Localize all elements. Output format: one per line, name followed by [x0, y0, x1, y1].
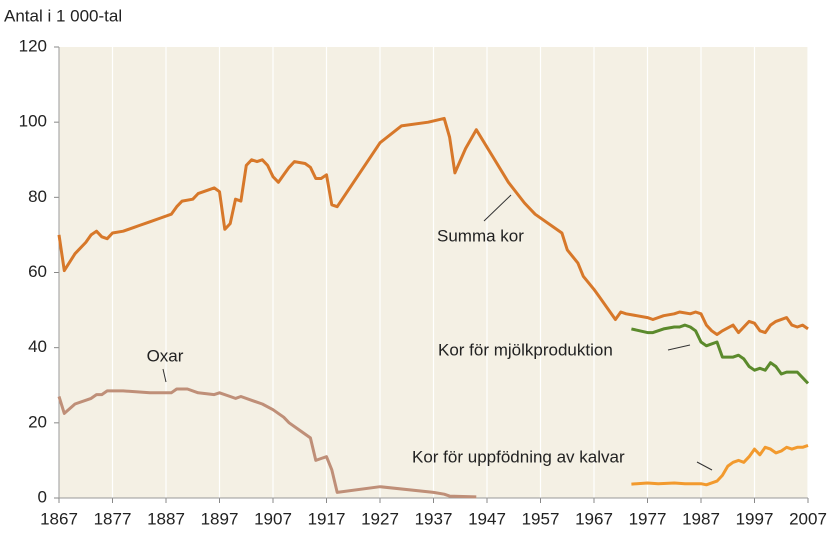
label-leader	[483, 194, 512, 222]
y-tick-label: 80	[28, 187, 47, 206]
y-tick-label: 100	[19, 112, 47, 131]
x-tick-label: 1947	[468, 509, 506, 528]
y-tick-label: 20	[28, 412, 47, 431]
x-tick-label: 1917	[308, 509, 346, 528]
x-tick-label: 1907	[254, 509, 292, 528]
y-axis-label: Antal i 1 000-tal	[4, 6, 122, 25]
series-label: Summa kor	[437, 226, 524, 245]
x-tick-label: 1937	[415, 509, 453, 528]
y-tick-label: 40	[28, 337, 47, 356]
x-tick-label: 1967	[575, 509, 613, 528]
series-line	[631, 323, 810, 385]
x-tick-label: 1877	[94, 509, 132, 528]
x-tick-label: 1997	[736, 509, 774, 528]
y-tick-label: 0	[38, 487, 47, 506]
label-leader	[667, 344, 691, 351]
y-tick-label: 120	[19, 36, 47, 55]
x-tick-label: 2007	[789, 509, 827, 528]
series-label: Kor för uppfödning av kalvar	[412, 447, 625, 466]
x-tick-label: 1927	[361, 509, 399, 528]
label-leader	[162, 368, 167, 383]
x-tick-label: 1957	[522, 509, 560, 528]
series-line	[57, 116, 809, 336]
x-tick-label: 1887	[147, 509, 185, 528]
x-tick-label: 1867	[40, 509, 78, 528]
series-label: Kor för mjölkproduktion	[438, 340, 613, 359]
x-tick-label: 1897	[201, 509, 239, 528]
label-leader	[696, 461, 713, 471]
series-label: Oxar	[147, 346, 184, 365]
series-line	[631, 443, 809, 487]
x-tick-label: 1977	[629, 509, 667, 528]
series-line	[57, 387, 477, 499]
x-tick-label: 1987	[682, 509, 720, 528]
y-tick-label: 60	[28, 262, 47, 281]
